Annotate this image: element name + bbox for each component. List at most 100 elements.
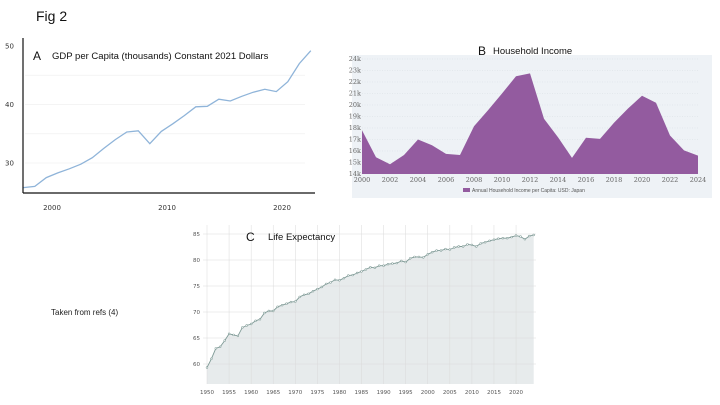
household-income-y-ticks: 14k 15k 16k 17k 18k 19k 20k 21k 22k 23k 24k [349,55,361,178]
household-income-y-tick-label: 18k [349,124,361,132]
life-expectancy-point [395,261,398,265]
life-expectancy-point [532,233,535,237]
household-income-y-tick-label: 16k [349,147,361,155]
life-expectancy-point [457,245,460,248]
gdp-y-ticks: 30 40 50 [5,43,14,168]
life-expectancy-point [514,234,518,237]
life-expectancy-point [272,309,275,313]
life-expectancy-point [492,238,496,241]
gdp-y-tick-label: 40 [5,101,14,109]
life-expectancy-point [338,279,341,282]
household-income-x-tick-label: 2024 [690,176,707,184]
life-expectancy-point [342,277,346,280]
life-expectancy-point [510,235,513,239]
gdp-gridlines [25,74,305,164]
gdp-panel-letter: A [33,49,41,63]
life-expectancy-point [444,247,447,251]
life-expectancy-point [439,249,443,252]
gdp-series-line [23,50,312,189]
life-expectancy-x-tick-label: 2015 [487,390,501,396]
life-expectancy-point [316,287,319,291]
life-expectancy-point [298,295,301,299]
life-expectancy-point [254,319,257,322]
life-expectancy-point [311,290,315,293]
life-expectancy-point [501,237,504,240]
household-income-x-tick-label: 2002 [382,176,399,184]
life-expectancy-point [250,322,253,326]
life-expectancy-point [408,257,412,260]
life-expectancy-point [382,264,385,267]
life-expectancy-point [453,246,456,249]
household-income-y-tick-label: 22k [349,78,361,86]
life-expectancy-x-tick-label: 2020 [509,390,523,396]
life-expectancy-point [214,347,218,350]
figure-label: Fig 2 [36,8,68,24]
life-expectancy-point [289,300,293,304]
life-expectancy-point [355,271,359,275]
source-note: Taken from refs (4) [51,308,119,317]
life-expectancy-point [404,260,407,264]
life-expectancy-point [369,266,372,269]
life-expectancy-y-tick-label: 70 [193,310,200,316]
life-expectancy-point [276,305,279,308]
life-expectancy-x-tick-label: 1965 [266,390,280,396]
life-expectancy-point [506,237,509,240]
life-expectancy-point [431,251,434,254]
gdp-x-tick-label: 2010 [158,204,176,212]
life-expectancy-y-ticks: 60 65 70 75 80 85 [193,232,200,368]
life-expectancy-y-tick-label: 80 [193,258,200,264]
household-income-y-tick-label: 14k [349,170,361,178]
life-expectancy-y-tick-label: 85 [193,232,200,238]
household-income-x-tick-label: 2008 [466,176,483,184]
household-income-x-tick-label: 2020 [634,176,651,184]
life-expectancy-area [207,235,534,384]
household-income-x-tick-label: 2006 [438,176,455,184]
life-expectancy-point [528,234,531,238]
life-expectancy-x-tick-label: 1950 [200,390,214,396]
household-income-x-tick-label: 2018 [606,176,623,184]
household-income-x-ticks: 2000 2002 2004 2006 2008 2010 2012 2014 2016 2018… [354,176,707,184]
life-expectancy-point [294,300,297,303]
household-income-x-tick-label: 2010 [494,176,511,184]
life-expectancy-point [426,253,429,256]
life-expectancy-point [466,243,469,246]
life-expectancy-point [497,237,500,240]
life-expectancy-point [400,259,403,263]
life-expectancy-point [245,324,248,327]
life-expectancy-point [417,255,421,259]
life-expectancy-x-tick-label: 1955 [222,390,236,396]
life-expectancy-point [205,366,209,369]
life-expectancy-point [267,309,270,313]
household-income-x-tick-label: 2022 [662,176,679,184]
household-income-legend-label: Annual Household Income per Capita: USD:… [472,188,585,194]
life-expectancy-point [307,292,310,295]
household-income-x-tick-label: 2004 [410,176,427,184]
life-expectancy-y-tick-label: 65 [193,336,200,342]
life-expectancy-panel-letter: C [246,230,255,244]
life-expectancy-x-tick-label: 2010 [465,390,479,396]
life-expectancy-point [373,266,376,269]
gdp-x-ticks: 2000 2010 2020 [43,204,291,212]
gdp-y-tick-label: 30 [5,160,14,168]
life-expectancy-x-tick-label: 1985 [355,390,369,396]
life-expectancy-point [210,357,213,360]
life-expectancy-point [280,304,284,307]
life-expectancy-point [223,339,226,342]
life-expectancy-point [435,249,438,252]
life-expectancy-point [325,282,328,286]
life-expectancy-point [360,270,363,273]
household-income-panel-letter: B [478,44,486,58]
household-income-area [362,73,698,174]
life-expectancy-x-tick-label: 1995 [399,390,413,396]
life-expectancy-point [347,274,350,277]
household-income-y-tick-label: 17k [349,136,361,144]
life-expectancy-point [483,241,487,244]
life-expectancy-point [488,239,491,243]
life-expectancy-points [205,233,535,369]
life-expectancy-point [386,263,390,266]
household-income-y-tick-label: 24k [349,55,361,63]
life-expectancy-point [364,268,368,271]
life-expectancy-point [470,243,474,247]
life-expectancy-x-tick-label: 1975 [310,390,324,396]
